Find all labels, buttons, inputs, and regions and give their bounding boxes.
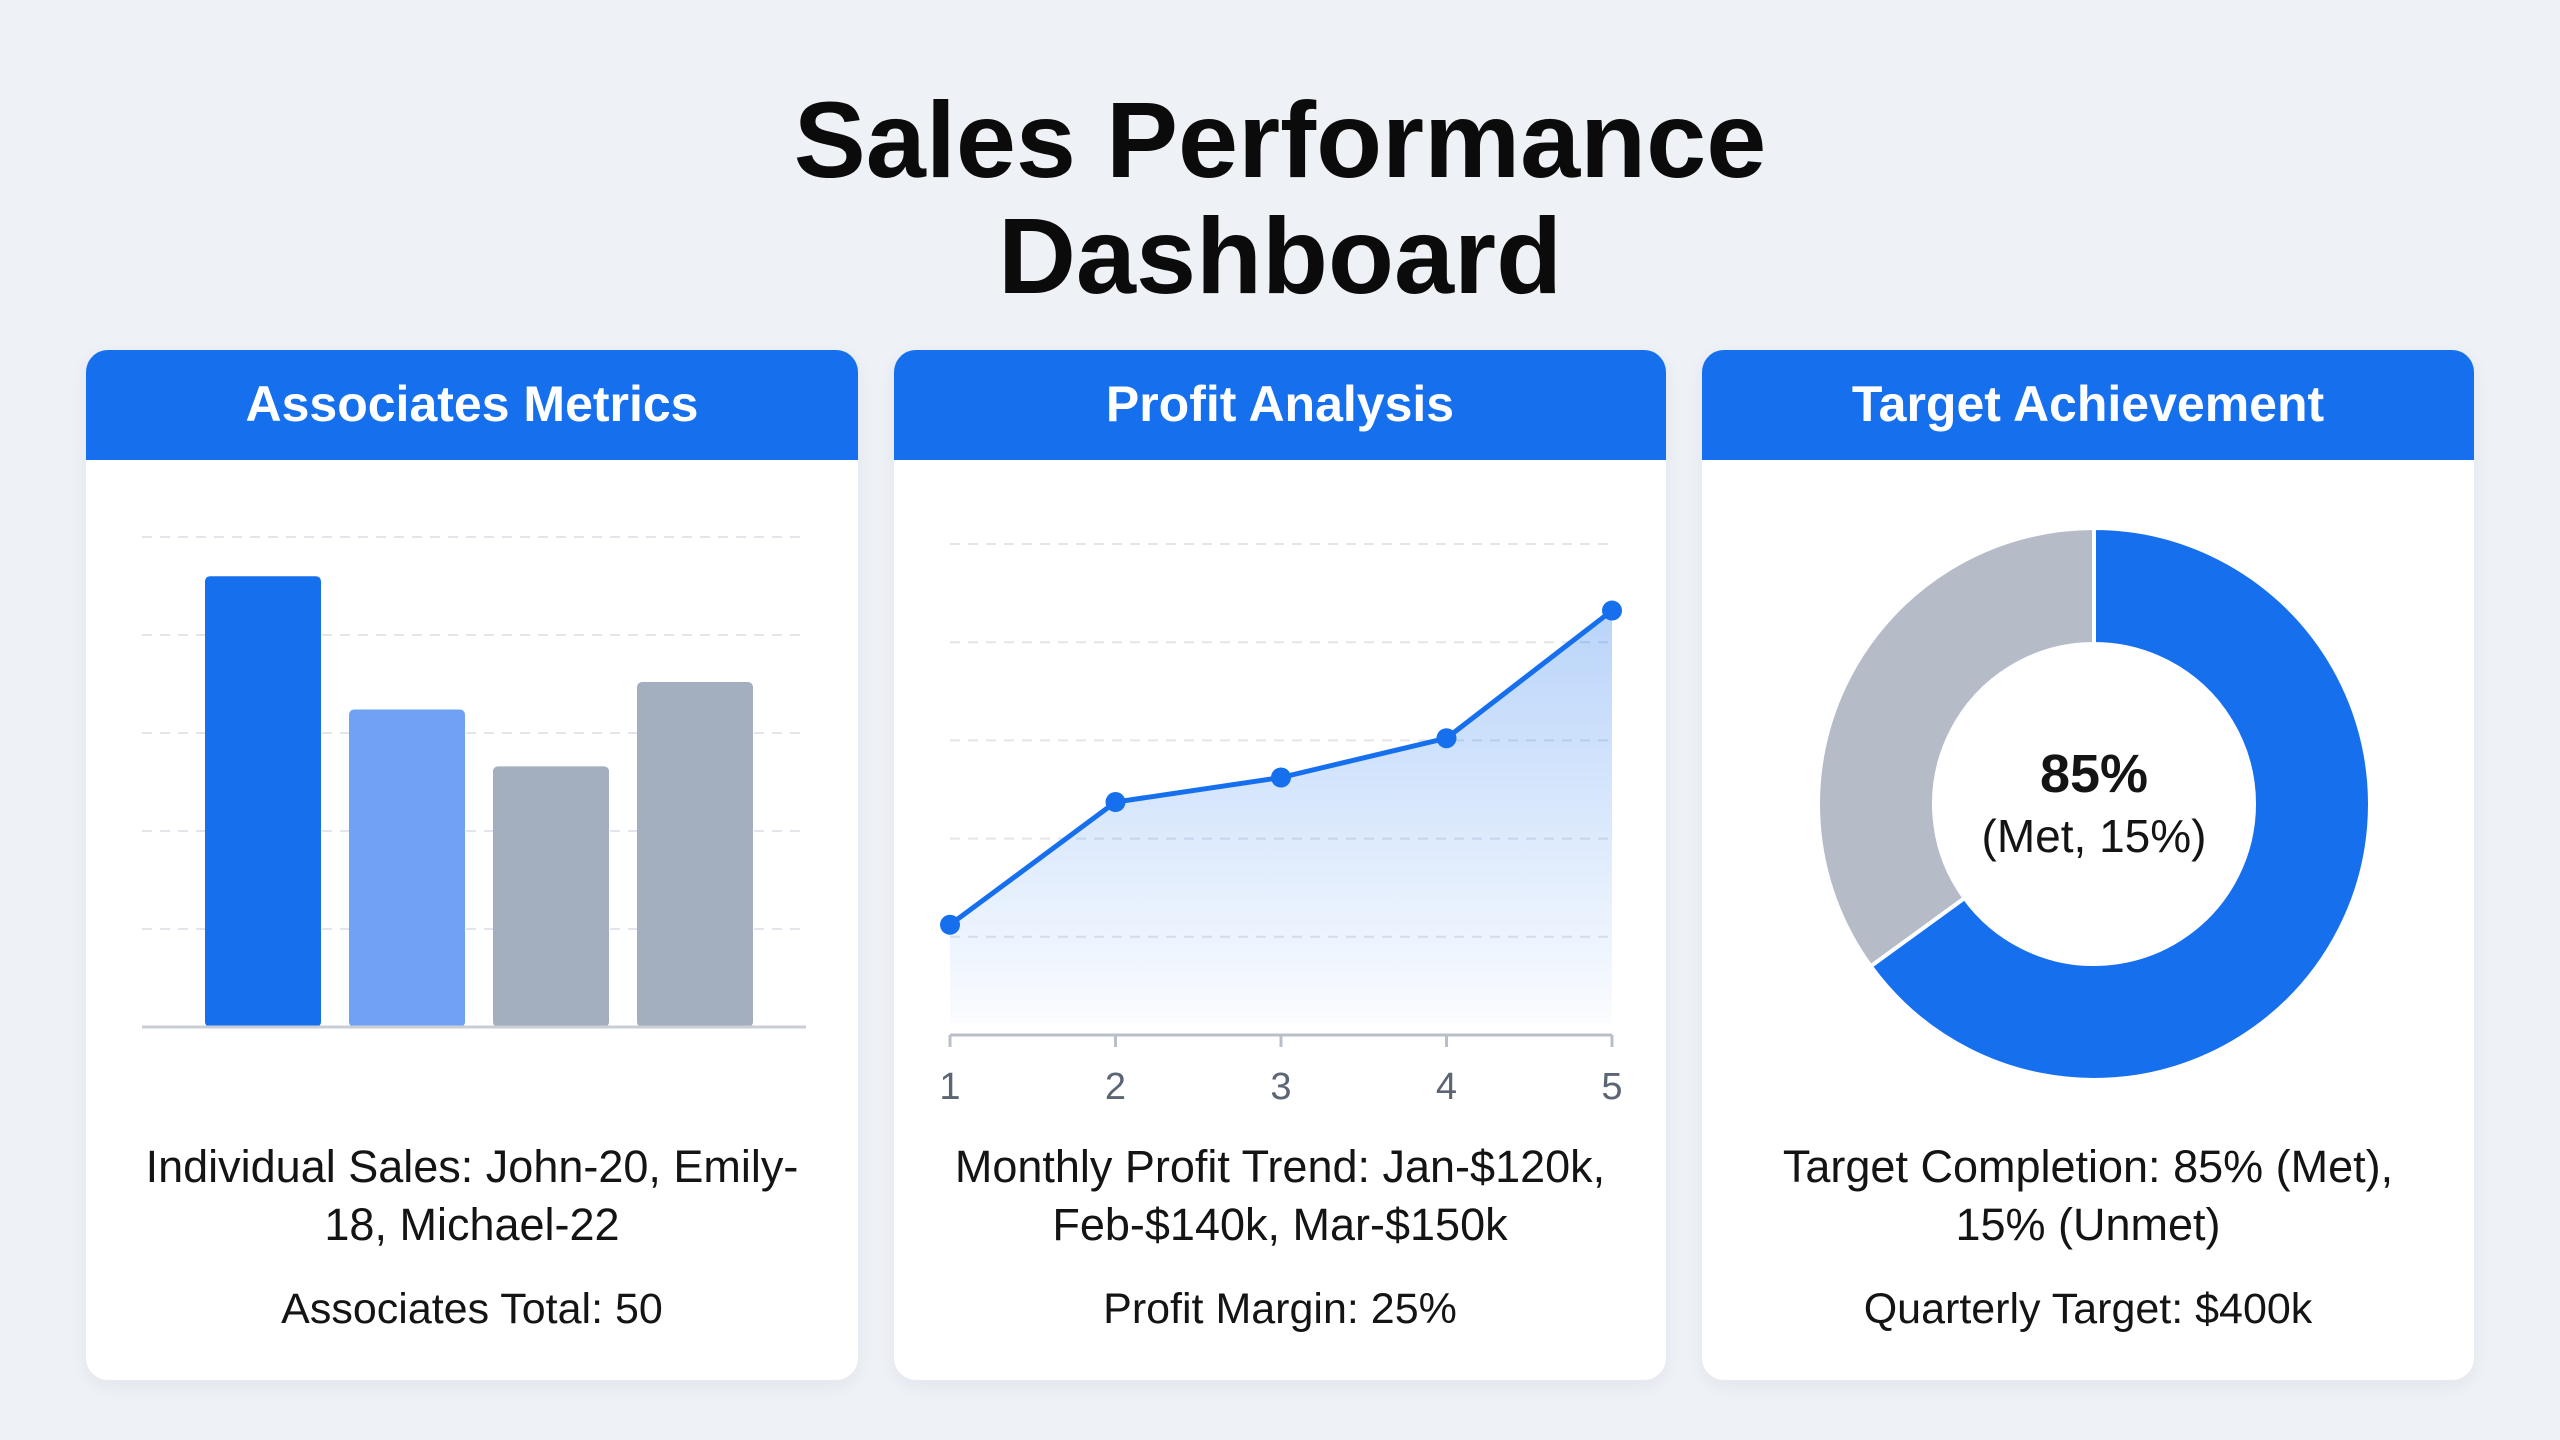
x-tick-label: 5 xyxy=(1601,1066,1622,1108)
area-fill xyxy=(950,610,1612,1023)
data-point-2 xyxy=(1105,792,1126,813)
profit-caption-block: Monthly Profit Trend: Jan-$120k, Feb-$14… xyxy=(924,1138,1636,1338)
profit-caption: Monthly Profit Trend: Jan-$120k, Feb-$14… xyxy=(954,1141,1606,1250)
data-point-5 xyxy=(1602,600,1622,621)
profit-margin: Profit Margin: 25% xyxy=(1103,1285,1457,1333)
target-achievement-card: Target Achievement 85% (Met, 15%) Target… xyxy=(1702,350,2474,1380)
bar-3 xyxy=(493,766,609,1027)
x-tick-label: 4 xyxy=(1436,1066,1457,1108)
profit-line-chart: 1 2 3 4 5 xyxy=(939,543,1623,1108)
associates-total: Associates Total: 50 xyxy=(281,1285,663,1333)
bar-2 xyxy=(349,709,465,1027)
quarterly-target: Quarterly Target: $400k xyxy=(1863,1285,2313,1333)
profit-analysis-header: Profit Analysis xyxy=(894,350,1666,460)
data-point-3 xyxy=(1271,767,1291,788)
target-achievement-header: Target Achievement xyxy=(1702,350,2474,460)
associates-caption: Individual Sales: John-20, Emily-18, Mic… xyxy=(145,1141,799,1250)
page-title-line-1: Sales Performance xyxy=(793,79,1767,200)
donut-center-value: 85% xyxy=(2040,744,2148,804)
profit-analysis-card: Profit Analysis 1 2 3 4 5 Monthly Profit Tre… xyxy=(894,350,1666,1380)
bar-4 xyxy=(637,682,753,1027)
target-caption-block: Target Completion: 85% (Met), 15% (Unmet… xyxy=(1732,1138,2444,1338)
associates-caption-block: Individual Sales: John-20, Emily-18, Mic… xyxy=(116,1138,828,1338)
associates-metrics-header: Associates Metrics xyxy=(86,350,858,460)
page-title-line-2: Dashboard xyxy=(997,195,1563,316)
donut-segment-2 xyxy=(1816,525,2096,970)
x-tick-label: 2 xyxy=(1105,1066,1126,1108)
x-tick-label: 3 xyxy=(1270,1066,1291,1108)
x-tick-label: 1 xyxy=(939,1066,960,1108)
data-point-4 xyxy=(1436,728,1457,749)
associates-metrics-card: Associates Metrics Individual Sales: Joh… xyxy=(86,350,858,1380)
bar-1 xyxy=(205,576,321,1027)
page-title: Sales Performance Dashboard xyxy=(0,82,2560,314)
donut-center-label: (Met, 15%) xyxy=(1982,810,2207,862)
data-point-1 xyxy=(940,914,960,935)
donut-segment-1 xyxy=(1867,525,2372,1082)
target-caption: Target Completion: 85% (Met), 15% (Unmet… xyxy=(1782,1141,2394,1250)
associates-bar-chart xyxy=(142,536,806,1029)
target-donut-chart: 85% (Met, 15%) xyxy=(1816,525,2372,1082)
